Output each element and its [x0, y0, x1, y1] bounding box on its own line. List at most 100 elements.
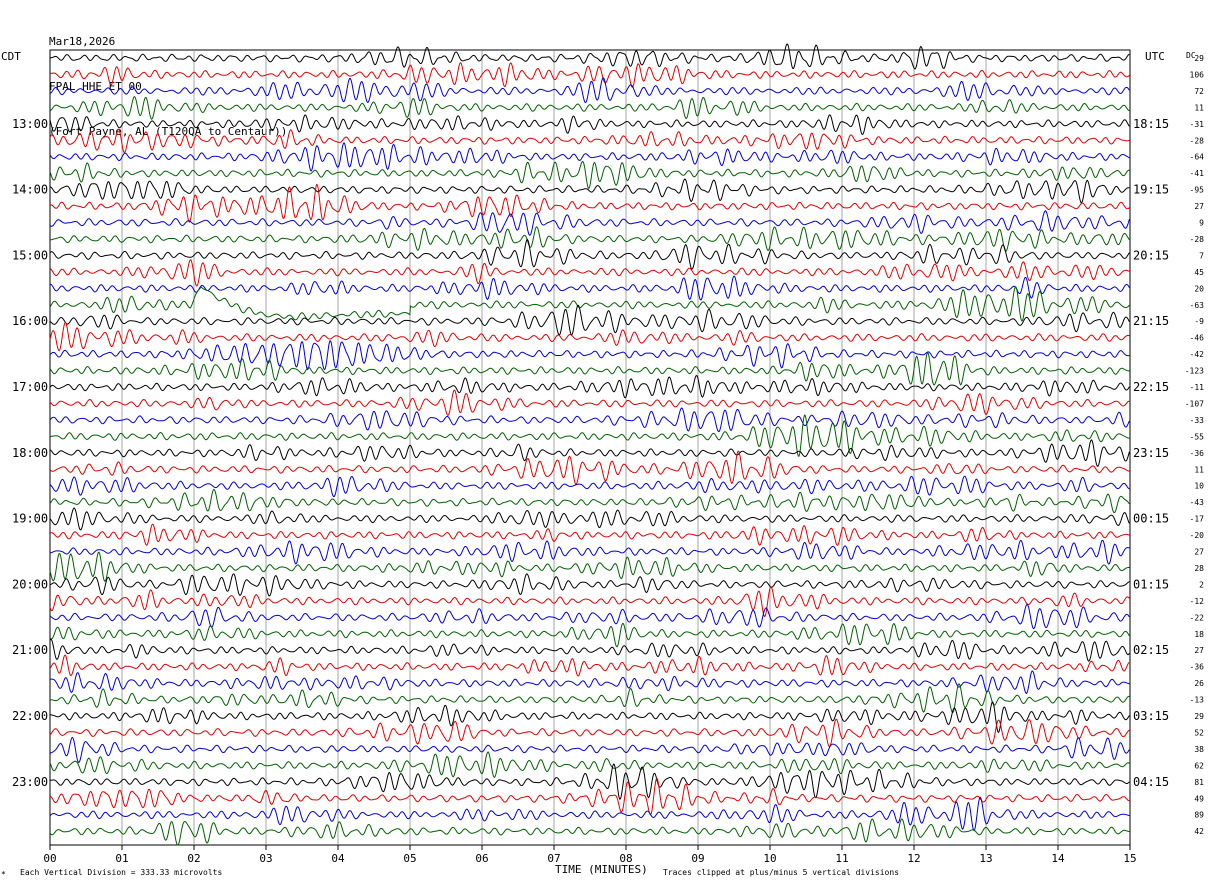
location-label: (Fort Payne, AL (T120QA to Centaur)) [49, 125, 288, 138]
right-timezone-label: UTC [1145, 50, 1165, 63]
left-hour-label: 13:00 [12, 117, 48, 131]
seismic-trace [49, 62, 1130, 89]
seismic-trace [49, 114, 1130, 135]
seismic-trace [49, 777, 1130, 816]
dc-offset-label: 45 [1194, 268, 1204, 277]
seismic-trace [49, 701, 1130, 734]
dc-offset-label: -41 [1190, 169, 1205, 178]
x-tick-label: 05 [403, 852, 416, 865]
date-label: Mar18,2026 [49, 35, 116, 48]
right-hour-label: 21:15 [1133, 314, 1169, 328]
x-tick-label: 11 [835, 852, 848, 865]
dc-offset-label: -17 [1190, 515, 1205, 524]
dc-offset-label: 62 [1194, 761, 1204, 770]
dc-offset-label: 29 [1194, 712, 1204, 721]
right-hour-label: 00:15 [1133, 512, 1169, 526]
seismic-trace [50, 226, 1130, 252]
dc-offset-label: -11 [1190, 383, 1205, 392]
left-hour-label: 22:00 [12, 709, 48, 723]
seismic-trace [49, 340, 1130, 371]
dc-offset-label: -36 [1190, 663, 1205, 672]
left-hour-label: 18:00 [12, 446, 48, 460]
seismic-trace [49, 43, 1130, 70]
dc-offset-label: 28 [1194, 564, 1204, 573]
dc-header-label: DC [1186, 51, 1196, 60]
seismic-trace [50, 183, 1130, 223]
seismic-trace [49, 551, 1130, 582]
seismic-trace [49, 573, 1130, 597]
seismic-trace [49, 586, 1130, 618]
seismic-trace [49, 603, 1130, 630]
x-tick-label: 07 [547, 852, 560, 865]
dc-offset-label: 20 [1194, 284, 1204, 293]
left-hour-label: 21:00 [12, 643, 48, 657]
left-timezone-label: CDT [1, 50, 21, 63]
dc-offset-label: 81 [1194, 778, 1204, 787]
seismic-trace [49, 622, 1130, 648]
x-tick-label: 02 [187, 852, 200, 865]
dc-offset-label: 26 [1194, 679, 1204, 688]
dc-offset-label: -20 [1190, 531, 1205, 540]
left-hour-label: 14:00 [12, 183, 48, 197]
seismic-trace [49, 414, 1130, 457]
plot-frame [49, 49, 1131, 846]
seismic-trace [49, 259, 1130, 287]
seismic-trace [49, 475, 1130, 498]
dc-offset-label: 7 [1199, 251, 1204, 260]
dc-offset-label: 89 [1194, 811, 1204, 820]
dc-offset-label: 38 [1194, 745, 1204, 754]
seismic-trace [49, 321, 1130, 352]
dc-offset-label: -28 [1190, 136, 1205, 145]
seismic-trace [49, 450, 1130, 485]
dc-offset-label: -42 [1190, 350, 1205, 359]
seismic-trace [49, 77, 1130, 104]
plot-header: Mar18,2026 FPAL HHE ET 00 (Fort Payne, A… [49, 4, 287, 154]
seismic-trace [49, 751, 1130, 778]
dc-offset-label: 18 [1194, 630, 1204, 639]
right-hour-label: 18:15 [1133, 117, 1169, 131]
dc-offset-label: 9 [1199, 219, 1204, 228]
dc-offset-label: 52 [1194, 728, 1204, 737]
seismic-trace [49, 736, 1130, 764]
seismic-trace [49, 128, 1130, 154]
x-tick-label: 14 [1051, 852, 1065, 865]
dc-offset-label: 27 [1194, 548, 1204, 557]
seismic-trace [49, 638, 1130, 662]
x-tick-label: 10 [763, 852, 776, 865]
left-hour-label: 19:00 [12, 512, 48, 526]
seismic-trace [49, 523, 1130, 546]
dc-offset-label: -13 [1190, 696, 1205, 705]
dc-offset-label: 10 [1194, 482, 1204, 491]
seismic-trace [49, 539, 1130, 565]
right-hour-label: 19:15 [1133, 183, 1169, 197]
left-hour-label: 23:00 [12, 775, 48, 789]
dc-offset-label: -9 [1194, 317, 1204, 326]
dc-offset-label: 11 [1194, 465, 1204, 474]
seismic-trace [49, 142, 1130, 172]
x-tick-label: 09 [691, 852, 704, 865]
dc-offset-label: -33 [1190, 416, 1205, 425]
seismic-trace [49, 275, 1130, 301]
dc-offset-label: -55 [1190, 432, 1205, 441]
seismic-trace [49, 407, 1130, 433]
dc-offset-label: -95 [1190, 186, 1205, 195]
right-hour-label: 02:15 [1133, 643, 1169, 657]
left-hour-label: 15:00 [12, 248, 48, 262]
right-hour-label: 03:15 [1133, 709, 1169, 723]
seismic-trace [49, 439, 1130, 467]
seismic-trace [49, 683, 1130, 713]
x-tick-label: 03 [259, 852, 272, 865]
x-tick-label: 00 [43, 852, 56, 865]
dc-offset-label: -43 [1190, 498, 1205, 507]
dc-offset-label: 42 [1194, 827, 1204, 836]
dc-offset-label: 72 [1194, 87, 1204, 96]
x-tick-label: 15 [1123, 852, 1136, 865]
dc-offset-label: -123 [1185, 367, 1204, 376]
clipping-note: Traces clipped at plus/minus 5 vertical … [663, 868, 899, 877]
dc-offset-label: 49 [1194, 794, 1204, 803]
seismic-trace [49, 718, 1130, 747]
x-tick-label: 13 [979, 852, 992, 865]
left-hour-label: 16:00 [12, 314, 48, 328]
seismic-trace [49, 488, 1130, 514]
